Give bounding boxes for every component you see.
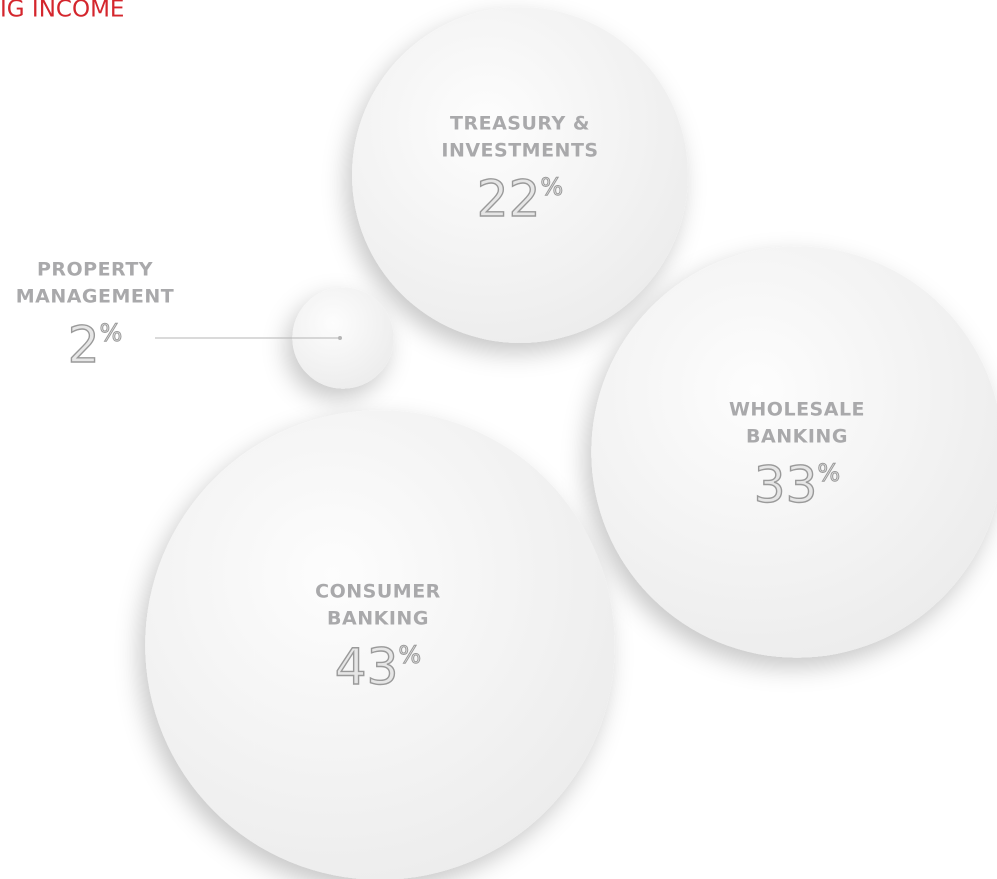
category-label: BANKING <box>746 426 848 448</box>
category-label: WHOLESALE <box>729 399 865 421</box>
category-label: PROPERTY <box>37 259 153 281</box>
value-number: 22 <box>477 170 541 228</box>
bubble <box>591 246 997 658</box>
bubble <box>145 410 615 879</box>
value-label: 2% <box>68 316 123 374</box>
chart-title: IG INCOME <box>0 0 124 23</box>
connector-dot <box>338 336 342 340</box>
bubble <box>352 7 688 343</box>
value-number: 33 <box>754 456 818 514</box>
category-label: CONSUMER <box>315 581 441 603</box>
category-label: MANAGEMENT <box>16 286 175 308</box>
category-label: TREASURY & <box>450 113 590 135</box>
category-label: BANKING <box>327 608 429 630</box>
value-label: 43% <box>335 638 421 696</box>
value-label: 33% <box>754 456 840 514</box>
value-label: 22% <box>477 170 563 228</box>
value-unit: % <box>398 641 421 669</box>
value-number: 43 <box>335 638 399 696</box>
value-unit: % <box>540 173 563 201</box>
bubble <box>292 287 394 389</box>
value-unit: % <box>817 459 840 487</box>
category-label: INVESTMENTS <box>441 140 598 162</box>
value-number: 2 <box>68 316 100 374</box>
value-unit: % <box>100 319 123 347</box>
